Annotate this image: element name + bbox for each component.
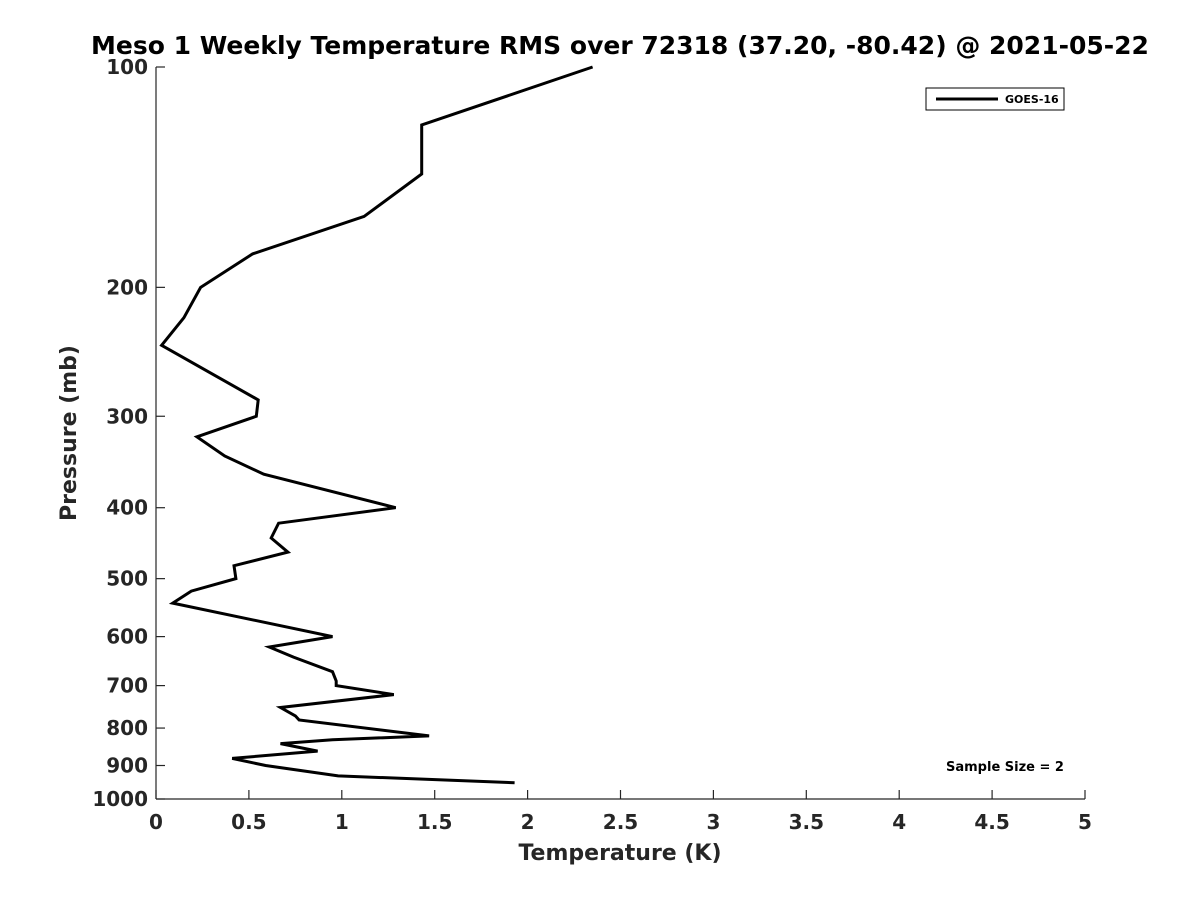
y-tick-label: 800 bbox=[106, 716, 148, 740]
y-tick-label: 900 bbox=[106, 754, 148, 778]
series-line-goes-16 bbox=[159, 65, 594, 785]
y-axis-label: Pressure (mb) bbox=[57, 345, 82, 521]
x-tick-label: 0 bbox=[149, 810, 163, 834]
plot-background bbox=[156, 67, 1085, 799]
x-tick-label: 3 bbox=[706, 810, 720, 834]
x-tick-label: 4 bbox=[892, 810, 906, 834]
y-tick-label: 600 bbox=[106, 625, 148, 649]
x-tick-label: 3.5 bbox=[789, 810, 824, 834]
x-tick-label: 2.5 bbox=[603, 810, 638, 834]
x-tick-label: 4.5 bbox=[974, 810, 1009, 834]
sample-size-annotation: Sample Size = 2 bbox=[946, 760, 1064, 775]
y-tick-label: 400 bbox=[106, 496, 148, 520]
y-tick-label: 200 bbox=[106, 275, 148, 299]
y-tick-label: 1000 bbox=[92, 787, 148, 811]
y-tick-label: 700 bbox=[106, 674, 148, 698]
y-tick-label: 300 bbox=[106, 404, 148, 428]
chart-title: Meso 1 Weekly Temperature RMS over 72318… bbox=[91, 31, 1149, 60]
series-layer bbox=[159, 65, 594, 785]
legend: GOES-16 bbox=[925, 87, 1065, 111]
y-tick-label: 100 bbox=[106, 55, 148, 79]
x-tick-label: 2 bbox=[521, 810, 535, 834]
y-tick-label: 500 bbox=[106, 567, 148, 591]
x-axis-label: Temperature (K) bbox=[518, 841, 721, 866]
x-tick-label: 1 bbox=[335, 810, 349, 834]
legend-label-goes-16: GOES-16 bbox=[1005, 93, 1059, 106]
axes: 0 0.5 1 1.5 2 2.5 3 3.5 4 4.5 5 100 200 300 400 500 600 7… bbox=[92, 55, 1092, 834]
x-tick-label: 5 bbox=[1078, 810, 1092, 834]
x-tick-label: 1.5 bbox=[417, 810, 452, 834]
x-tick-label: 0.5 bbox=[231, 810, 266, 834]
